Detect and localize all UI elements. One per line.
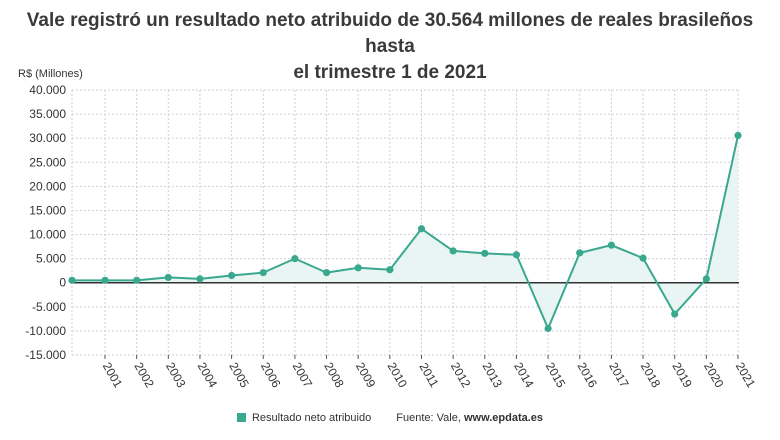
y-tick-label: -15.000 (25, 348, 66, 362)
x-tick-label: 2011 (416, 360, 441, 390)
x-tick-label: 2018 (638, 360, 664, 390)
data-point (449, 247, 457, 255)
series-area (72, 135, 738, 329)
data-point (544, 324, 552, 333)
x-tick-label: 2001 (100, 360, 126, 390)
data-point (607, 241, 616, 249)
y-tick-label: 20.000 (29, 179, 66, 193)
data-point (354, 264, 362, 272)
data-point (702, 275, 710, 283)
x-tick-label: 2021 (733, 360, 759, 390)
x-tick-label: 2014 (511, 360, 537, 390)
y-tick-label: 10.000 (29, 228, 66, 242)
data-point (228, 271, 236, 280)
legend-label: Resultado neto atribuido (251, 412, 372, 424)
legend: Resultado neto atribuido Fuente: Vale, w… (0, 412, 780, 424)
y-tick-label: -10.000 (25, 324, 66, 338)
x-tick-label: 2010 (385, 360, 411, 390)
chart-title-line2: el trimestre 1 de 2021 (293, 62, 487, 83)
y-tick-label: 30.000 (29, 131, 66, 145)
x-tick-label: 2002 (131, 360, 157, 390)
data-point (291, 255, 299, 263)
x-tick-label: 2003 (163, 360, 189, 390)
data-point (512, 251, 521, 259)
data-point (639, 254, 647, 262)
y-tick-label: 35.000 (29, 107, 66, 121)
y-tick-label: -5.000 (32, 300, 66, 314)
x-tick-label: 2004 (195, 360, 221, 390)
data-point (417, 225, 426, 233)
x-tick-label: 2012 (448, 360, 474, 390)
source-name: www.epdata.es (463, 412, 544, 424)
legend-swatch (236, 413, 246, 422)
data-point (734, 131, 742, 140)
y-axis-label: R$ (Millones) (18, 68, 83, 80)
x-tick-label: 2008 (321, 360, 347, 390)
line-chart: 40.000 35.000 30.000 25.000 20.000 15.000 10.0… (25, 83, 759, 390)
x-tick-label: 2019 (669, 360, 695, 390)
data-point (101, 276, 109, 284)
data-point (164, 273, 172, 282)
data-point (671, 310, 679, 318)
x-tick-label: 2016 (574, 360, 600, 390)
y-tick-label: 15.000 (29, 203, 66, 217)
data-point (68, 276, 76, 284)
x-tick-label: 2009 (353, 360, 379, 390)
data-point (386, 266, 394, 274)
x-tick-label: 2015 (543, 360, 569, 390)
source-note: Fuente: Vale, www.epdata.es (396, 412, 543, 424)
y-tick-label: 40.000 (29, 83, 66, 97)
data-point (196, 275, 204, 283)
data-point (133, 276, 141, 284)
data-point (576, 249, 584, 257)
data-point (322, 269, 331, 277)
y-tick-label: 5.000 (36, 252, 66, 266)
series-line (72, 135, 739, 330)
y-tick-label: 25.000 (29, 155, 66, 169)
x-tick-label: 2005 (226, 360, 252, 390)
y-tick-label: 0 (59, 276, 66, 290)
x-tick-label: 2020 (701, 360, 727, 390)
x-tick-label: 2006 (258, 360, 284, 390)
source-prefix: Fuente: Vale, (396, 412, 464, 424)
x-tick-label: 2017 (606, 360, 632, 390)
data-point (481, 249, 489, 257)
x-tick-label: 2013 (480, 360, 506, 390)
chart-title-line1: Vale registró un resultado neto atribuid… (26, 10, 754, 57)
chart-title: Vale registró un resultado neto atribuid… (0, 8, 780, 86)
x-tick-label: 2007 (290, 360, 316, 390)
data-point (259, 269, 267, 277)
